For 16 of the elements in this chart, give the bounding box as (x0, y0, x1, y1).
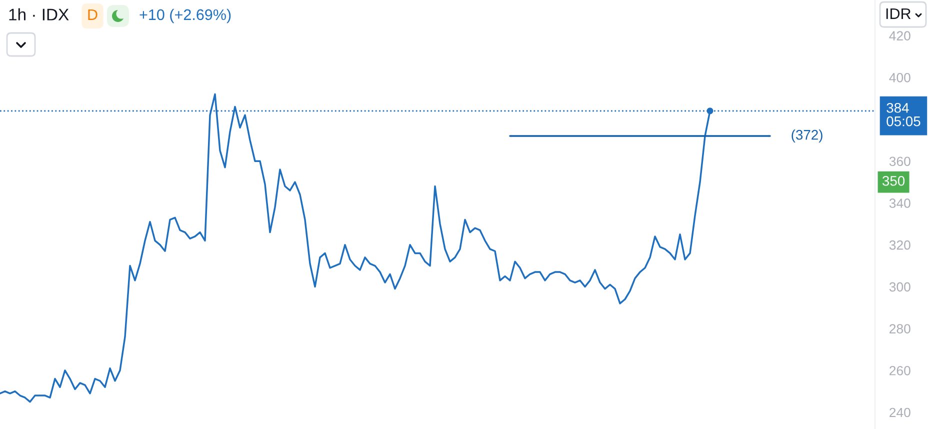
y-tick-label: 240 (890, 408, 910, 418)
y-tick-label: 280 (890, 324, 910, 334)
annotation: D (88, 9, 98, 20)
y-tick-label: 320 (889, 240, 910, 250)
annotation: 350 (882, 176, 905, 186)
y-tick-label: 400 (889, 72, 910, 82)
y-tick-label: 420 (889, 31, 910, 40)
text: IDR (886, 8, 911, 19)
series-label: (372) (792, 130, 822, 142)
text: +10 (+2.69%) (140, 8, 231, 24)
y-tick-label: 340 (889, 198, 910, 208)
y-tick-label: 360 (889, 156, 910, 166)
y-tick-label: 300 (889, 282, 910, 292)
chart-title: 1h · IDX (9, 8, 69, 20)
y-tick-label: 260 (890, 366, 910, 376)
ref-line-label: 384 05:05 (886, 102, 920, 126)
